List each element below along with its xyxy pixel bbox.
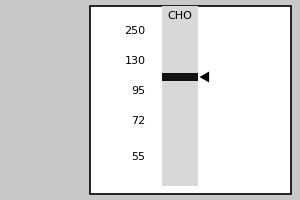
Bar bbox=[162, 73, 198, 81]
Text: 72: 72 bbox=[131, 116, 146, 126]
Text: CHO: CHO bbox=[168, 11, 192, 21]
Text: 250: 250 bbox=[124, 26, 146, 36]
Polygon shape bbox=[200, 72, 209, 82]
Text: 130: 130 bbox=[124, 56, 146, 66]
Text: 55: 55 bbox=[131, 152, 146, 162]
Text: 95: 95 bbox=[131, 86, 146, 96]
Bar bbox=[162, 6, 198, 186]
Bar bbox=[90, 6, 291, 194]
